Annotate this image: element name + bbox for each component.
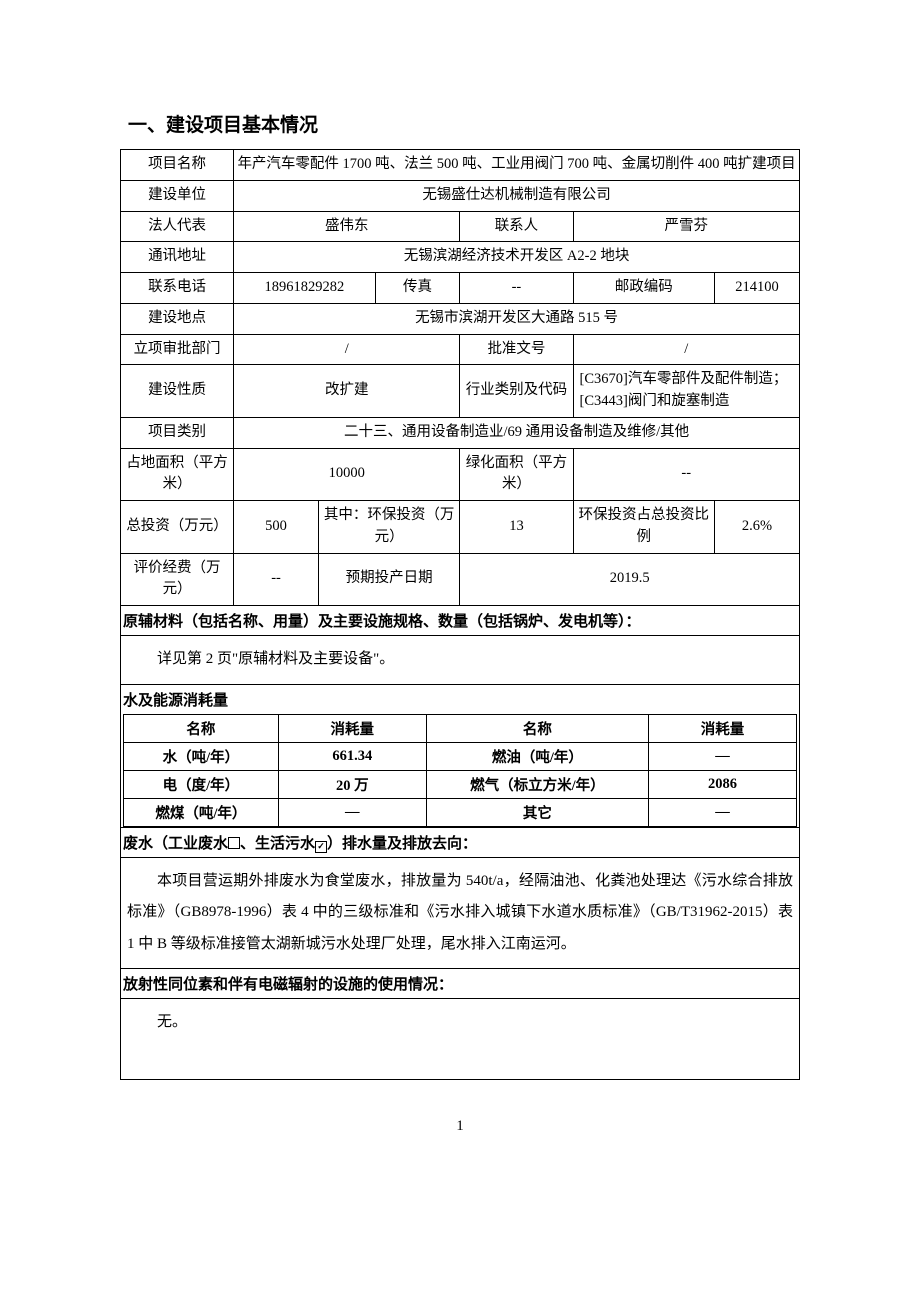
label-fax: 传真 xyxy=(375,273,460,304)
table-row: 项目类别 二十三、通用设备制造业/69 通用设备制造及维修/其他 xyxy=(121,417,800,448)
energy-cell: 燃油（吨/年） xyxy=(426,742,648,770)
energy-cell: 燃气（标立方米/年） xyxy=(426,770,648,798)
table-row: 电（度/年） 20 万 燃气（标立方米/年） 2086 xyxy=(124,770,797,798)
value-env-inv: 13 xyxy=(460,501,573,554)
table-row: 占地面积（平方米） 10000 绿化面积（平方米） -- xyxy=(121,448,800,501)
page-number: 1 xyxy=(120,1118,800,1135)
table-row: 总投资（万元） 500 其中：环保投资（万元） 13 环保投资占总投资比例 2.… xyxy=(121,501,800,554)
table-row: 法人代表 盛伟东 联系人 严雪芬 xyxy=(121,211,800,242)
label-nature: 建设性质 xyxy=(121,365,234,418)
value-category: 二十三、通用设备制造业/69 通用设备制造及维修/其他 xyxy=(234,417,800,448)
energy-cell: 其它 xyxy=(426,798,648,826)
energy-section: 水及能源消耗量 名称 消耗量 名称 消耗量 水（吨/年） 661.34 燃油（吨… xyxy=(120,685,800,828)
energy-cell: 20 万 xyxy=(278,770,426,798)
label-site: 建设地点 xyxy=(121,303,234,334)
value-contact-person: 严雪芬 xyxy=(573,211,800,242)
energy-cell: — xyxy=(648,798,796,826)
value-approval-no: / xyxy=(573,334,800,365)
energy-table: 名称 消耗量 名称 消耗量 水（吨/年） 661.34 燃油（吨/年） — 电（… xyxy=(123,714,797,827)
document-page: 一、建设项目基本情况 项目名称 年产汽车零配件 1700 吨、法兰 500 吨、… xyxy=(0,0,920,1175)
energy-cell: — xyxy=(278,798,426,826)
value-nature: 改扩建 xyxy=(234,365,460,418)
checkbox-industrial-icon xyxy=(228,837,240,849)
energy-cell: 电（度/年） xyxy=(124,770,279,798)
table-row: 建设地点 无锡市滨湖开发区大通路 515 号 xyxy=(121,303,800,334)
ww-mid: 、生活污水 xyxy=(240,836,315,852)
energy-col-0: 名称 xyxy=(124,714,279,742)
energy-col-1: 消耗量 xyxy=(278,714,426,742)
label-phone: 联系电话 xyxy=(121,273,234,304)
table-row: 建设性质 改扩建 行业类别及代码 [C3670]汽车零部件及配件制造；[C344… xyxy=(121,365,800,418)
wastewater-body: 本项目营运期外排废水为食堂废水，排放量为 540t/a，经隔油池、化粪池处理达《… xyxy=(120,858,800,970)
energy-col-3: 消耗量 xyxy=(648,714,796,742)
energy-cell: 燃煤（吨/年） xyxy=(124,798,279,826)
value-address: 无锡滨湖经济技术开发区 A2-2 地块 xyxy=(234,242,800,273)
label-env-ratio: 环保投资占总投资比例 xyxy=(573,501,714,554)
table-row: 评价经费（万元） -- 预期投产日期 2019.5 xyxy=(121,553,800,606)
value-eval-fee: -- xyxy=(234,553,319,606)
energy-col-2: 名称 xyxy=(426,714,648,742)
radiation-header: 放射性同位素和伴有电磁辐射的设施的使用情况： xyxy=(120,969,800,999)
materials-body: 详见第 2 页"原辅材料及主要设备"。 xyxy=(120,636,800,685)
energy-cell: 661.34 xyxy=(278,742,426,770)
label-land-area: 占地面积（平方米） xyxy=(121,448,234,501)
label-approval-dept: 立项审批部门 xyxy=(121,334,234,365)
label-category: 项目类别 xyxy=(121,417,234,448)
value-industry: [C3670]汽车零部件及配件制造；[C3443]阀门和旋塞制造 xyxy=(573,365,800,418)
energy-cell: 水（吨/年） xyxy=(124,742,279,770)
value-postcode: 214100 xyxy=(714,273,799,304)
value-construction-unit: 无锡盛仕达机械制造有限公司 xyxy=(234,180,800,211)
radiation-body: 无。 xyxy=(120,999,800,1080)
table-row: 燃煤（吨/年） — 其它 — xyxy=(124,798,797,826)
value-phone: 18961829282 xyxy=(234,273,375,304)
label-postcode: 邮政编码 xyxy=(573,273,714,304)
label-eval-fee: 评价经费（万元） xyxy=(121,553,234,606)
label-prod-date: 预期投产日期 xyxy=(318,553,459,606)
table-row: 建设单位 无锡盛仕达机械制造有限公司 xyxy=(121,180,800,211)
value-site: 无锡市滨湖开发区大通路 515 号 xyxy=(234,303,800,334)
label-contact-person: 联系人 xyxy=(460,211,573,242)
value-project-name: 年产汽车零配件 1700 吨、法兰 500 吨、工业用阀门 700 吨、金属切削… xyxy=(234,150,800,181)
label-address: 通讯地址 xyxy=(121,242,234,273)
checkbox-domestic-icon: ✓ xyxy=(315,841,327,853)
value-fax: -- xyxy=(460,273,573,304)
value-green-area: -- xyxy=(573,448,800,501)
label-industry: 行业类别及代码 xyxy=(460,365,573,418)
ww-prefix: 废水（工业废水 xyxy=(123,836,228,852)
materials-header: 原辅材料（包括名称、用量）及主要设施规格、数量（包括锅炉、发电机等）： xyxy=(120,606,800,636)
label-legal-rep: 法人代表 xyxy=(121,211,234,242)
ww-suffix: ）排水量及排放去向： xyxy=(327,836,477,852)
value-env-ratio: 2.6% xyxy=(714,501,799,554)
energy-header: 水及能源消耗量 xyxy=(123,693,228,709)
table-row: 联系电话 18961829282 传真 -- 邮政编码 214100 xyxy=(121,273,800,304)
label-approval-no: 批准文号 xyxy=(460,334,573,365)
value-total-inv: 500 xyxy=(234,501,319,554)
label-green-area: 绿化面积（平方米） xyxy=(460,448,573,501)
section-heading: 一、建设项目基本情况 xyxy=(128,110,800,137)
label-project-name: 项目名称 xyxy=(121,150,234,181)
wastewater-header: 废水（工业废水、生活污水✓）排水量及排放去向： xyxy=(120,828,800,858)
energy-cell: — xyxy=(648,742,796,770)
label-construction-unit: 建设单位 xyxy=(121,180,234,211)
energy-cell: 2086 xyxy=(648,770,796,798)
table-row: 通讯地址 无锡滨湖经济技术开发区 A2-2 地块 xyxy=(121,242,800,273)
value-legal-rep: 盛伟东 xyxy=(234,211,460,242)
label-env-inv: 其中：环保投资（万元） xyxy=(318,501,459,554)
table-row: 名称 消耗量 名称 消耗量 xyxy=(124,714,797,742)
value-prod-date: 2019.5 xyxy=(460,553,800,606)
table-row: 项目名称 年产汽车零配件 1700 吨、法兰 500 吨、工业用阀门 700 吨… xyxy=(121,150,800,181)
value-approval-dept: / xyxy=(234,334,460,365)
table-row: 立项审批部门 / 批准文号 / xyxy=(121,334,800,365)
table-row: 水（吨/年） 661.34 燃油（吨/年） — xyxy=(124,742,797,770)
project-info-table: 项目名称 年产汽车零配件 1700 吨、法兰 500 吨、工业用阀门 700 吨… xyxy=(120,149,800,606)
label-total-inv: 总投资（万元） xyxy=(121,501,234,554)
value-land-area: 10000 xyxy=(234,448,460,501)
